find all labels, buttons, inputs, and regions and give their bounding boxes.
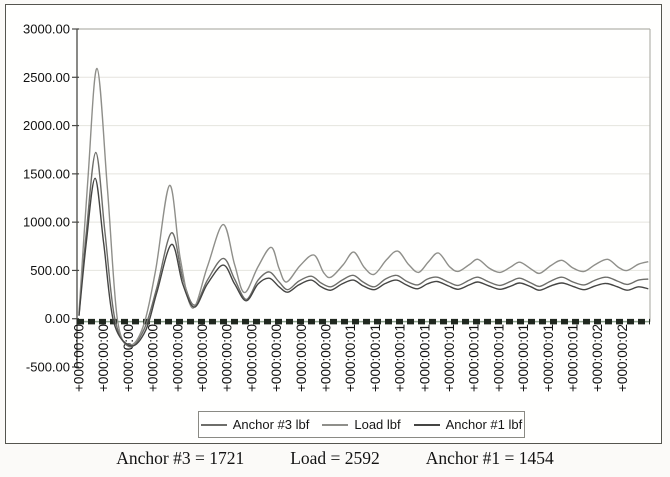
y-axis-label: 2500.00 [23, 70, 70, 85]
legend-item-load: Load lbf [322, 417, 401, 432]
x-axis-label: +000:00:00 [96, 324, 111, 392]
y-axis-label: 1000.00 [23, 215, 70, 230]
y-axis-label: 1500.00 [23, 166, 70, 181]
y-axis-label: 3000.00 [23, 22, 70, 37]
x-axis-label: +000:00:00 [146, 324, 161, 392]
caption-anchor3: Anchor #3 = 1721 [116, 448, 245, 468]
chart-svg: 3000.00 2500.00 2000.00 1500.00 1000.00 500.0… [23, 22, 651, 392]
x-axis-label: +000:00:02 [615, 324, 630, 392]
x-axis-label: +000:00:00 [244, 324, 259, 392]
x-axis-label: +000:00:01 [393, 324, 408, 392]
chart-frame: 3000.00 2500.00 2000.00 1500.00 1000.00 500.0… [5, 4, 662, 444]
x-axis-label: +000:00:01 [541, 324, 556, 392]
legend-item-anchor1: Anchor #1 lbf [413, 417, 523, 432]
y-axis-label: 2000.00 [23, 118, 70, 133]
legend-line-sample-load [322, 423, 349, 426]
legend-label-anchor1: Anchor #1 lbf [445, 417, 523, 432]
x-axis-label: +000:00:00 [195, 324, 210, 392]
legend: Anchor #3 lbf Load lbf Anchor #1 lbf [198, 411, 525, 438]
x-axis-label: +000:00:01 [368, 324, 383, 392]
legend-item-anchor3: Anchor #3 lbf [200, 417, 310, 432]
x-axis-label: +000:00:01 [343, 324, 358, 392]
legend-line-sample-anchor3 [200, 423, 227, 426]
x-axis-label: +000:00:00 [269, 324, 284, 392]
y-axis-label: -500.00 [26, 360, 70, 375]
caption-load: Load = 2592 [290, 448, 380, 468]
x-axis-label: +000:00:01 [516, 324, 531, 392]
x-axis-label: +000:00:01 [566, 324, 581, 392]
y-axis-label: 500.00 [30, 263, 70, 278]
x-axis-label: +000:00:01 [442, 324, 457, 392]
x-axis-label: +000:00:00 [121, 324, 136, 392]
series-line-anchor-1-lbf [78, 177, 649, 347]
x-axis-label: +000:00:00 [294, 324, 309, 392]
x-axis-label: +000:00:00 [220, 324, 235, 392]
series-line-load-lbf [78, 67, 649, 346]
caption-anchor1: Anchor #1 = 1454 [425, 448, 554, 468]
x-axis-label: +000:00:01 [417, 324, 432, 392]
y-axis-label: 0.00 [45, 311, 70, 326]
caption: Anchor #3 = 1721 Load = 2592 Anchor #1 =… [0, 448, 670, 469]
x-axis-label: +000:00:01 [467, 324, 482, 392]
x-axis-label: +000:00:00 [72, 324, 87, 392]
series-line-anchor-3-lbf [78, 151, 649, 348]
legend-line-sample-anchor1 [413, 423, 440, 426]
legend-label-anchor3: Anchor #3 lbf [232, 417, 310, 432]
legend-label-load: Load lbf [354, 417, 401, 432]
x-axis-label: +000:00:00 [170, 324, 185, 392]
x-axis-label: +000:00:00 [319, 324, 334, 392]
x-axis-label: +000:00:01 [491, 324, 506, 392]
x-axis-label: +000:00:02 [590, 324, 605, 392]
